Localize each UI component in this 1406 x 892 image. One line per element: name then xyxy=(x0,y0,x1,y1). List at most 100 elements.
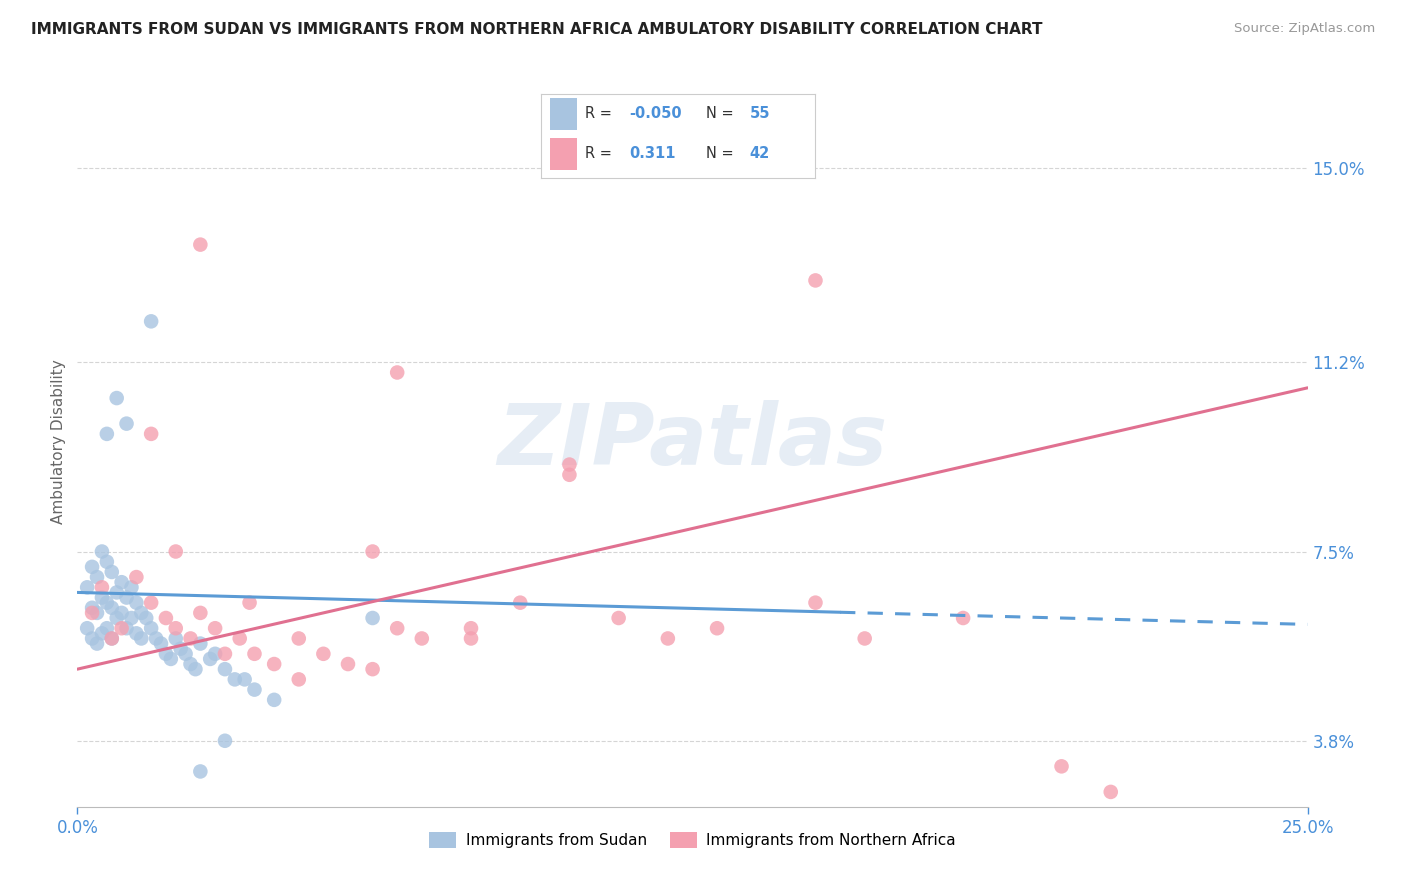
Text: ZIPatlas: ZIPatlas xyxy=(498,400,887,483)
Point xyxy=(214,733,236,747)
Point xyxy=(243,647,266,661)
Point xyxy=(145,632,167,646)
Point xyxy=(90,544,114,558)
Point xyxy=(121,580,143,594)
Point xyxy=(105,611,128,625)
Point xyxy=(263,657,285,671)
Point xyxy=(135,611,157,625)
Point xyxy=(96,621,118,635)
Legend: Immigrants from Sudan, Immigrants from Northern Africa: Immigrants from Sudan, Immigrants from N… xyxy=(423,826,962,855)
Point xyxy=(288,632,311,646)
Point xyxy=(111,621,132,635)
Text: R =: R = xyxy=(585,106,617,121)
Point xyxy=(121,611,143,625)
Point xyxy=(288,673,311,687)
Point xyxy=(111,575,132,590)
Point xyxy=(361,662,384,676)
Point xyxy=(115,591,138,605)
Point xyxy=(337,657,360,671)
Point xyxy=(204,647,226,661)
Point xyxy=(804,596,827,610)
Point xyxy=(214,647,236,661)
Point xyxy=(155,611,177,625)
Point xyxy=(1050,759,1073,773)
Point xyxy=(657,632,679,646)
Point xyxy=(165,632,187,646)
Point xyxy=(115,621,138,635)
Point xyxy=(82,632,104,646)
Point xyxy=(263,693,285,707)
Point xyxy=(224,673,246,687)
Point xyxy=(460,621,482,635)
Point xyxy=(101,632,124,646)
Point xyxy=(155,647,177,661)
Point xyxy=(125,626,148,640)
Point xyxy=(125,596,148,610)
Bar xyxy=(550,98,576,130)
Point xyxy=(115,417,138,431)
Text: -0.050: -0.050 xyxy=(628,106,682,121)
Point xyxy=(180,632,202,646)
Point xyxy=(607,611,630,625)
Point xyxy=(141,621,163,635)
Text: IMMIGRANTS FROM SUDAN VS IMMIGRANTS FROM NORTHERN AFRICA AMBULATORY DISABILITY C: IMMIGRANTS FROM SUDAN VS IMMIGRANTS FROM… xyxy=(31,22,1042,37)
Point xyxy=(96,555,118,569)
Point xyxy=(385,366,409,380)
Point xyxy=(312,647,335,661)
Text: 0.311: 0.311 xyxy=(628,146,675,161)
Point xyxy=(101,565,124,579)
Point xyxy=(165,621,187,635)
Point xyxy=(170,641,193,656)
Point xyxy=(86,570,108,584)
Point xyxy=(228,632,252,646)
Point xyxy=(101,632,124,646)
Point xyxy=(129,606,153,620)
Y-axis label: Ambulatory Disability: Ambulatory Disability xyxy=(51,359,66,524)
Point xyxy=(150,637,173,651)
Point xyxy=(361,544,384,558)
Point xyxy=(188,764,212,779)
Point xyxy=(180,657,202,671)
Point xyxy=(853,632,876,646)
Point xyxy=(141,596,163,610)
Point xyxy=(385,621,409,635)
Point xyxy=(82,600,104,615)
Point xyxy=(233,673,256,687)
Point xyxy=(90,580,114,594)
Point xyxy=(460,632,482,646)
Point xyxy=(105,585,128,599)
Point xyxy=(558,458,581,472)
Point xyxy=(188,637,212,651)
Point xyxy=(82,559,104,574)
Point xyxy=(101,600,124,615)
Point xyxy=(200,652,222,666)
Point xyxy=(76,580,98,594)
Point xyxy=(804,273,827,287)
Point xyxy=(86,606,108,620)
Point xyxy=(509,596,531,610)
Point xyxy=(129,632,153,646)
Point xyxy=(204,621,226,635)
Point xyxy=(243,682,266,697)
Text: 42: 42 xyxy=(749,146,770,161)
Point xyxy=(952,611,974,625)
Point xyxy=(125,570,148,584)
Point xyxy=(96,596,118,610)
Point xyxy=(214,662,236,676)
Point xyxy=(706,621,728,635)
Point xyxy=(141,314,163,328)
Point xyxy=(188,606,212,620)
Point xyxy=(411,632,433,646)
Text: 55: 55 xyxy=(749,106,770,121)
Point xyxy=(90,591,114,605)
Point xyxy=(90,626,114,640)
Point xyxy=(165,544,187,558)
Point xyxy=(82,606,104,620)
Point xyxy=(361,611,384,625)
Point xyxy=(1099,785,1122,799)
Point xyxy=(111,606,132,620)
Point xyxy=(184,662,207,676)
Point xyxy=(86,637,108,651)
Point xyxy=(76,621,98,635)
Point xyxy=(174,647,197,661)
